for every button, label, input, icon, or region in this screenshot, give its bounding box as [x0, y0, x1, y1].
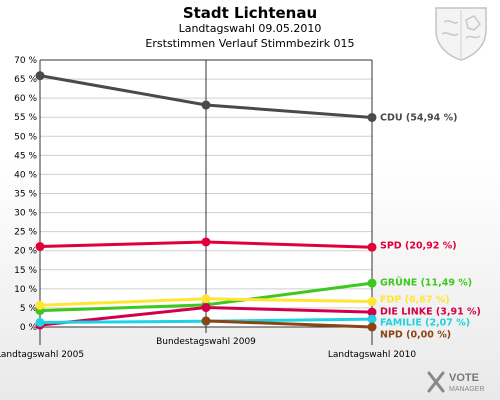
- chart-subtitle: Landtagswahl 09.05.2010: [178, 22, 322, 35]
- data-point: [367, 112, 377, 122]
- series-spd: [35, 237, 377, 252]
- y-tick-label: 55 %: [14, 113, 37, 123]
- data-point: [201, 303, 211, 313]
- y-tick-label: 10 %: [14, 285, 37, 295]
- y-tick-label: 20 %: [14, 247, 37, 257]
- x-tick-label: Landtagswahl 2010: [328, 350, 417, 360]
- data-point: [367, 278, 377, 288]
- series-fdp: [35, 294, 377, 310]
- series-label: DIE LINKE (3,91 %): [380, 307, 481, 318]
- data-point: [367, 297, 377, 307]
- series-line: [205, 319, 373, 329]
- y-tick-label: 40 %: [14, 170, 37, 180]
- data-point: [367, 314, 377, 324]
- series-label: SPD (20,92 %): [380, 241, 457, 252]
- data-point: [367, 307, 377, 317]
- data-point: [201, 100, 211, 110]
- y-tick-label: 65 %: [14, 75, 37, 85]
- series-label: NPD (0,00 %): [380, 330, 451, 341]
- y-tick-label: 45 %: [14, 151, 37, 161]
- x-axis-ticks: Landtagswahl 2005 Bundestagswahl 2009 Land…: [0, 337, 416, 360]
- series-npd: [201, 316, 377, 332]
- data-point: [35, 317, 45, 327]
- logo-text-top: VOTE: [449, 372, 479, 384]
- x-tick-label: Bundestagswahl 2009: [156, 337, 256, 347]
- data-point: [367, 322, 377, 332]
- y-tick-label: 50 %: [14, 132, 37, 142]
- logo-text-bottom: MANAGER: [449, 386, 484, 393]
- series-label: CDU (54,94 %): [380, 113, 457, 124]
- chart-subtitle-2: Erststimmen Verlauf Stimmbezirk 015: [145, 37, 355, 50]
- y-tick-label: 5 %: [20, 304, 38, 314]
- y-tick-label: 25 %: [14, 228, 37, 238]
- data-point: [35, 242, 45, 252]
- chart-title: Stadt Lichtenau: [182, 4, 318, 22]
- y-axis-ticks: 0 % 5 % 10 % 15 % 20 % 25 % 30 % 35 % 40 % 45 % 50…: [14, 56, 37, 333]
- series-label: FAMILIE (2,07 %): [380, 318, 470, 329]
- y-tick-label: 30 %: [14, 209, 37, 219]
- y-tick-label: 0 %: [20, 323, 38, 333]
- data-point: [35, 71, 45, 81]
- data-point: [367, 242, 377, 252]
- x-tick-label: Landtagswahl 2005: [0, 350, 84, 360]
- data-point: [35, 300, 45, 310]
- y-tick-label: 70 %: [14, 56, 37, 66]
- data-point: [201, 237, 211, 247]
- coat-of-arms-icon: [435, 7, 487, 61]
- series-label: FDP (6,67 %): [380, 295, 450, 306]
- series-cdu: [35, 71, 377, 122]
- series-labels: CDU (54,94 %) SPD (20,92 %) GRÜNE (11,49 %…: [380, 113, 481, 341]
- y-tick-label: 35 %: [14, 190, 37, 200]
- data-point: [201, 316, 211, 326]
- chart-series: [35, 71, 377, 332]
- y-tick-label: 60 %: [14, 94, 37, 104]
- y-tick-label: 15 %: [14, 266, 37, 276]
- vote-manager-logo: VOTE MANAGER: [427, 371, 484, 393]
- series-label: GRÜNE (11,49 %): [380, 278, 472, 289]
- data-point: [201, 294, 211, 304]
